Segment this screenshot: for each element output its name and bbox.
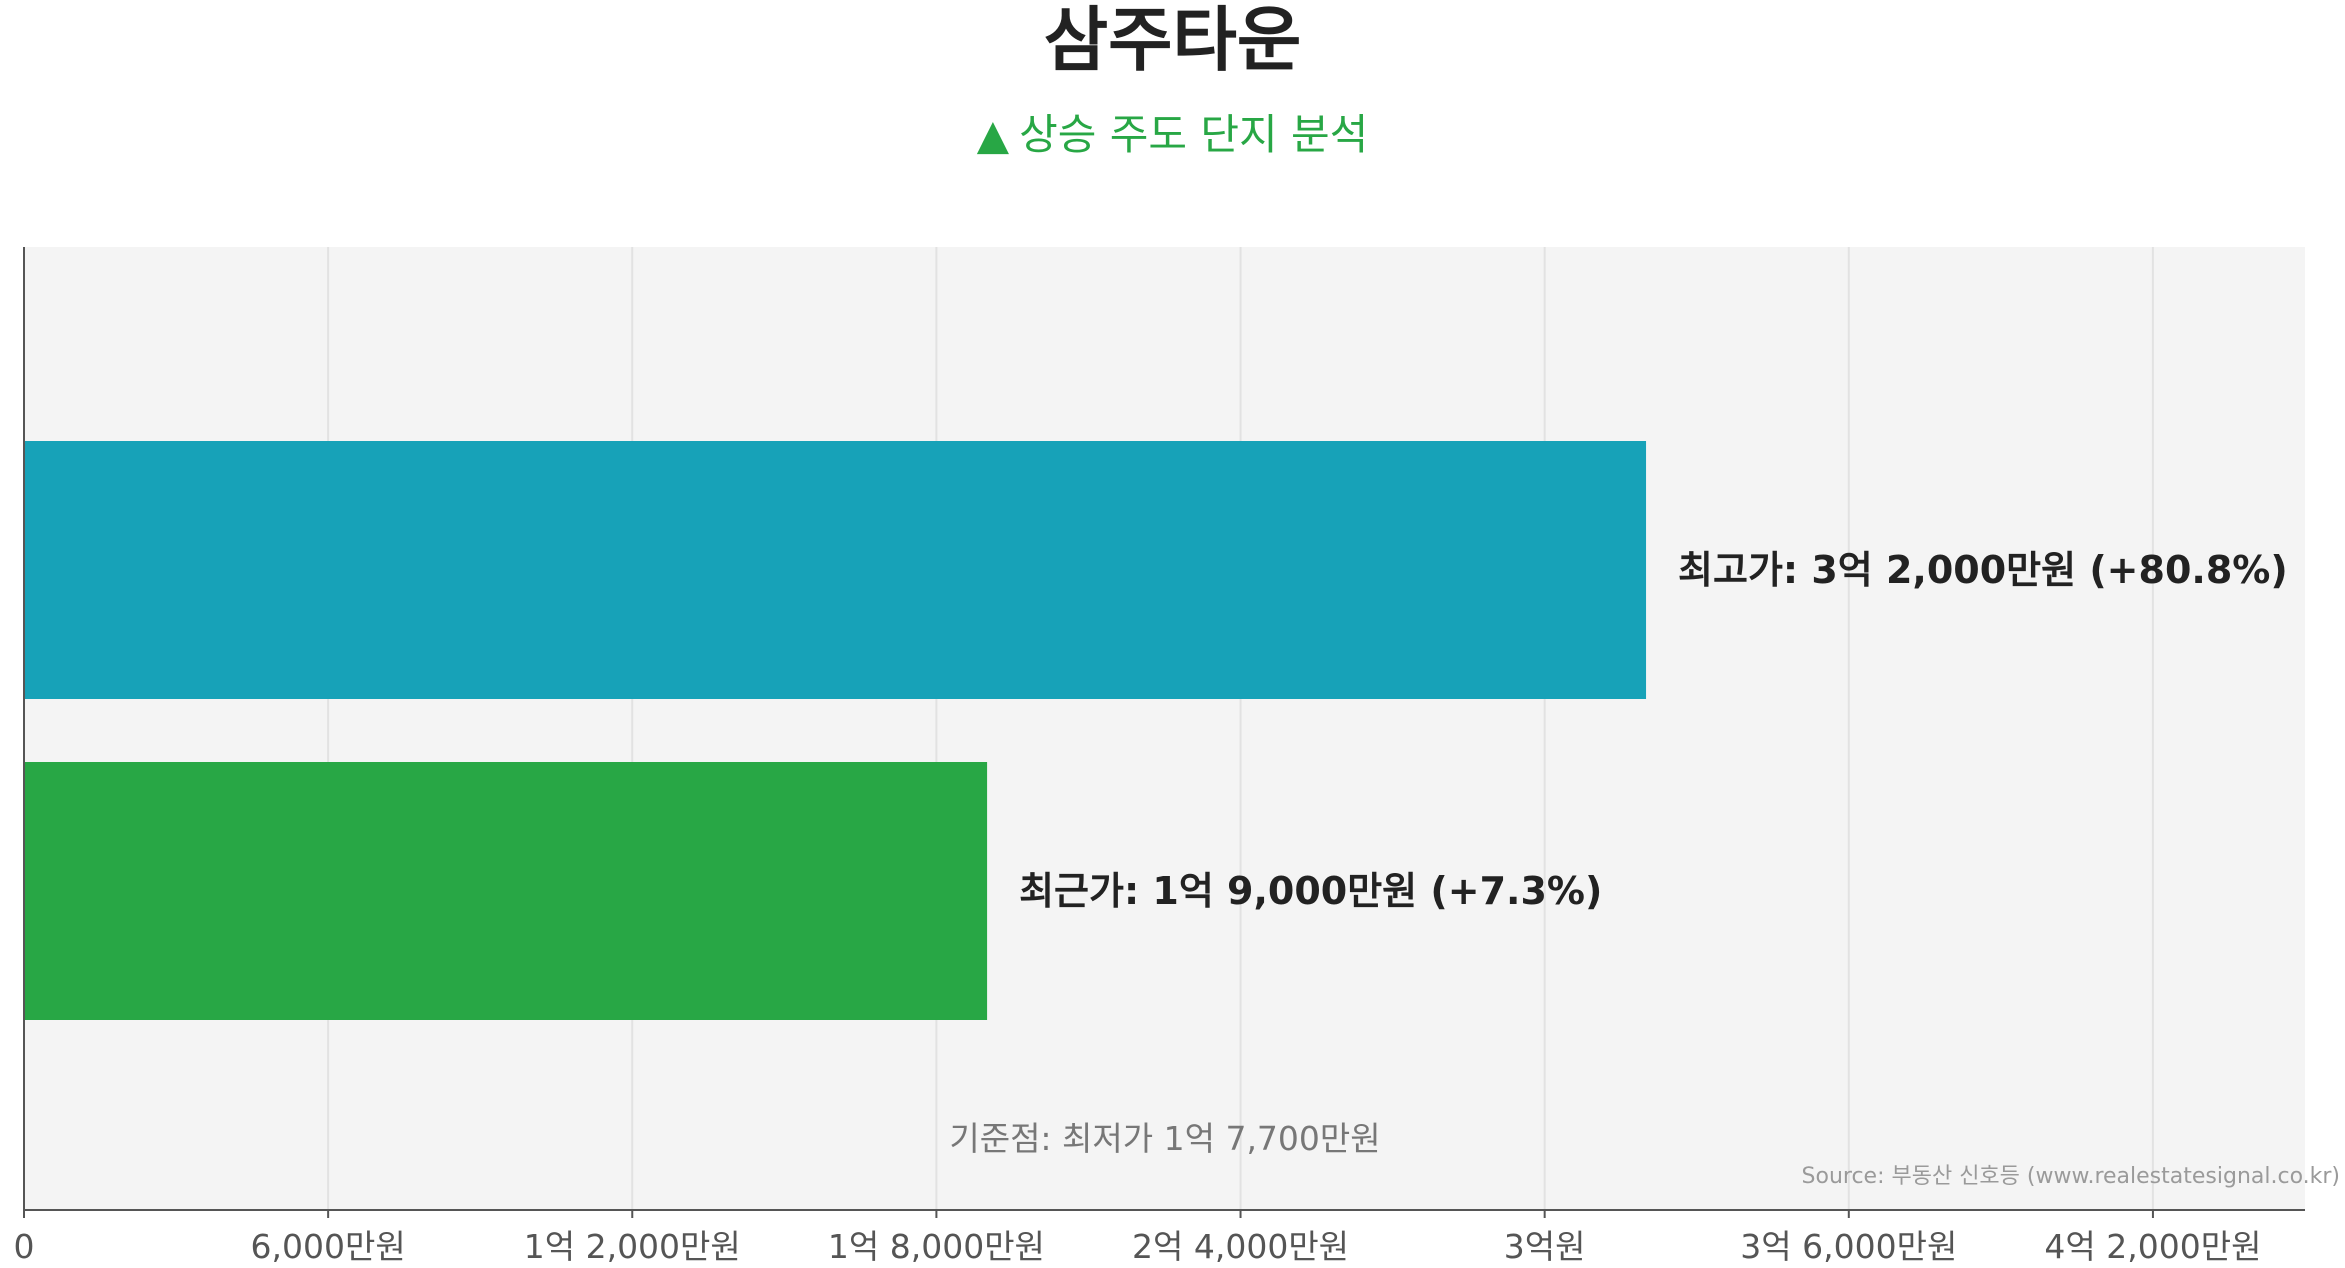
triangle-up-icon: ▲ xyxy=(976,110,1010,159)
x-tick-label: 4억 2,000만원 xyxy=(2044,1227,2261,1266)
tick-labels-group: 0 6,000만원 1억 2,000만원 1억 8,000만원 2억 4,000만원 3억… xyxy=(14,1210,2261,1266)
x-tick-label: 0 xyxy=(14,1227,35,1266)
x-tick-label: 1억 8,000만원 xyxy=(828,1227,1045,1266)
axes-group xyxy=(23,247,2305,1211)
grid-lines xyxy=(327,247,2154,1210)
x-tick-label: 3억 6,000만원 xyxy=(1740,1227,1957,1266)
x-tick-label: 1억 2,000만원 xyxy=(524,1227,741,1266)
x-tick-label: 2억 4,000만원 xyxy=(1132,1227,1349,1266)
bar-recent xyxy=(24,762,988,1020)
bar-label-highest: 최고가: 3억 2,000만원 (+80.8%) xyxy=(1678,548,2288,592)
plot-background xyxy=(24,247,2305,1210)
x-tick-label: 6,000만원 xyxy=(251,1227,406,1266)
x-tick-label: 3억원 xyxy=(1504,1227,1586,1266)
chart-subtitle: ▲ 상승 주도 단지 분석 xyxy=(0,110,2345,160)
reference-label: 기준점: 최저가 1억 7,700만원 xyxy=(949,1119,1380,1158)
subtitle-text: 상승 주도 단지 분석 xyxy=(1019,110,1369,159)
bar-label-recent: 최근가: 1억 9,000만원 (+7.3%) xyxy=(1019,869,1602,913)
bar-highest xyxy=(24,441,1647,699)
source-label: Source: 부동산 신호등 (www.realestatesignal.co… xyxy=(1802,1164,2340,1189)
chart-title: 삼주타운 xyxy=(1043,0,1302,81)
bars-group: 최고가: 3억 2,000만원 (+80.8%) 최근가: 1억 9,000만원 … xyxy=(24,441,2288,1020)
